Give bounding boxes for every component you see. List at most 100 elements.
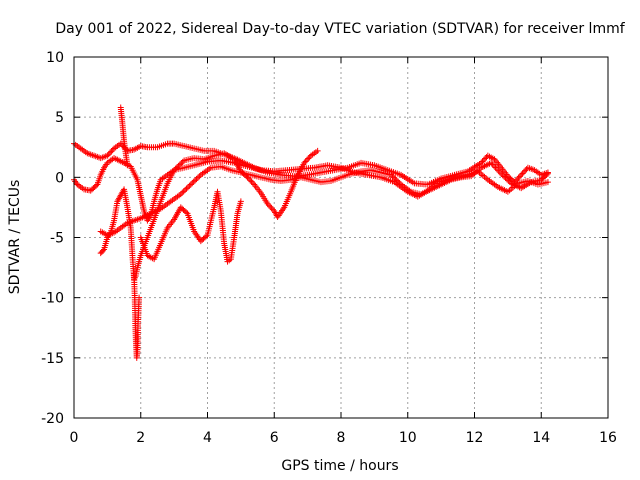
data-point [194, 174, 201, 181]
y-tick-label: 5 [55, 110, 64, 126]
data-point [178, 160, 185, 167]
data-point [173, 164, 180, 171]
data-point [186, 182, 193, 189]
data-point [543, 171, 550, 178]
x-tick-label: 0 [70, 430, 79, 446]
data-point [268, 205, 275, 212]
data-point [93, 182, 100, 189]
data-point [104, 152, 111, 159]
data-point [480, 157, 487, 164]
data-point [302, 158, 309, 165]
series-trace-d [117, 104, 131, 169]
data-point [99, 247, 106, 254]
y-tick-label: -5 [50, 231, 64, 247]
data-point [171, 167, 178, 174]
data-point [105, 151, 112, 158]
x-tick-label: 2 [136, 430, 145, 446]
data-point [395, 178, 402, 185]
y-tick-label: -10 [41, 291, 64, 307]
data-point [390, 174, 397, 181]
data-point [393, 177, 400, 184]
data-point [544, 179, 551, 186]
data-point [495, 167, 502, 174]
data-point [498, 170, 505, 177]
data-point [108, 148, 115, 155]
data-point [196, 173, 203, 180]
data-point [519, 170, 526, 177]
data-point [482, 155, 489, 162]
data-point [502, 174, 509, 181]
data-point [501, 173, 508, 180]
data-point [249, 180, 256, 187]
data-point [190, 178, 197, 185]
data-point [520, 169, 527, 176]
data-point [189, 180, 196, 187]
data-point [183, 209, 190, 216]
chart-title: Day 001 of 2022, Sidereal Day-to-day VTE… [55, 21, 625, 37]
data-point [515, 174, 522, 181]
y-tick-label: 0 [55, 170, 64, 186]
x-tick-label: 14 [532, 430, 550, 446]
data-point [184, 184, 191, 191]
y-tick-label: -20 [41, 411, 64, 427]
data-point [179, 189, 186, 196]
data-point [244, 174, 251, 181]
data-point [544, 170, 551, 177]
data-point [183, 185, 190, 192]
data-point [499, 172, 506, 179]
data-point [179, 158, 186, 165]
data-point [187, 181, 194, 188]
series-trace-f [137, 188, 244, 265]
y-tick-label: -15 [41, 351, 64, 367]
data-point [389, 173, 396, 180]
data-point [136, 294, 143, 301]
data-point [265, 202, 272, 209]
data-point [522, 167, 529, 174]
data-point [247, 177, 254, 184]
data-points-layer [71, 104, 551, 361]
x-tick-label: 12 [466, 430, 484, 446]
data-point [503, 176, 510, 183]
x-tick-label: 10 [399, 430, 417, 446]
x-tick-label: 6 [270, 430, 279, 446]
data-point [496, 169, 503, 176]
x-tick-label: 8 [337, 430, 346, 446]
y-axis-label: SDTVAR / TECUs [7, 180, 23, 295]
axis-ticks: 0 2 4 6 8 10 12 14 16 -20 -15 -10 -5 0 5 10 [41, 50, 617, 446]
data-point [516, 173, 523, 180]
series-trace-e [131, 270, 143, 361]
data-point [314, 147, 321, 154]
data-point [177, 191, 184, 198]
data-point [193, 176, 200, 183]
data-point [388, 171, 395, 178]
data-point [303, 157, 310, 164]
data-point [505, 177, 512, 184]
data-point [392, 176, 399, 183]
series-trace-g [97, 159, 551, 239]
data-point [192, 177, 199, 184]
data-point [479, 158, 486, 165]
data-point [306, 154, 313, 161]
data-point [248, 178, 255, 185]
data-point [176, 161, 183, 168]
data-point [514, 176, 521, 183]
x-tick-label: 16 [599, 430, 617, 446]
data-point [182, 187, 189, 194]
data-point [264, 200, 271, 207]
data-point [506, 178, 513, 185]
x-tick-label: 4 [203, 430, 212, 446]
data-point [180, 188, 187, 195]
data-point [267, 203, 274, 210]
data-point [237, 198, 244, 205]
series-trace-c [97, 147, 321, 283]
data-point [203, 233, 210, 240]
x-axis-label: GPS time / hours [281, 458, 398, 474]
data-point [124, 162, 131, 169]
data-point [305, 155, 312, 162]
y-tick-label: 10 [46, 50, 64, 66]
data-point [518, 171, 525, 178]
data-point [172, 165, 179, 172]
data-point [301, 159, 308, 166]
data-point [109, 146, 116, 153]
